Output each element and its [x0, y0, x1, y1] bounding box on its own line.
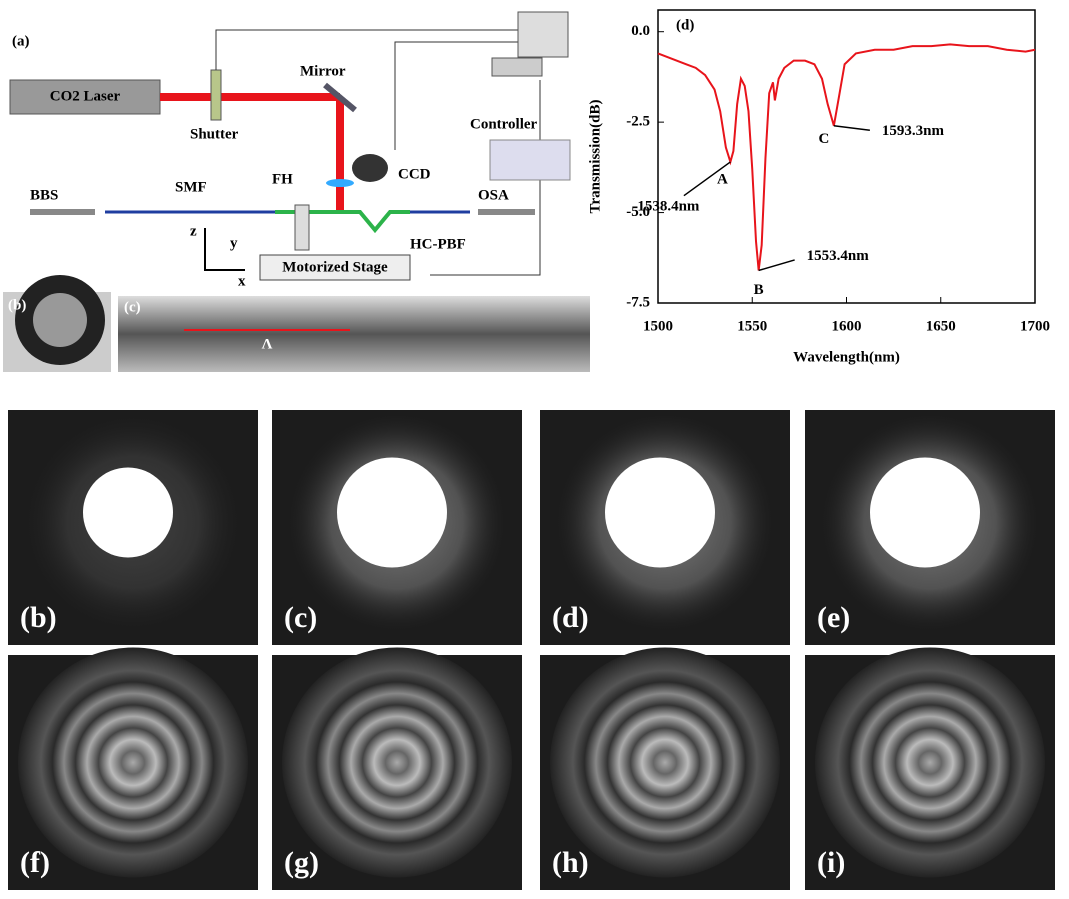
annotation-label: 1538.4nm	[637, 198, 700, 214]
ring-pattern	[815, 647, 1045, 878]
annotation-arrow	[833, 125, 870, 131]
x-tick-label: 1600	[832, 318, 862, 334]
ring-pattern	[550, 647, 780, 878]
x-axis-title: Wavelength(nm)	[793, 349, 900, 365]
annotation-arrow	[758, 259, 795, 272]
panel-label: (c)	[124, 299, 141, 315]
panel-label: (b)	[8, 297, 26, 313]
panel-label: (f)	[20, 846, 50, 879]
ccd-label: CCD	[398, 166, 431, 182]
panel-label: (b)	[20, 601, 57, 634]
stage	[259, 254, 411, 281]
stage-label: Motorized Stage	[282, 259, 388, 275]
ccd	[352, 154, 388, 182]
panel-label: (i)	[817, 846, 845, 879]
pbf-label: HC-PBF	[410, 236, 466, 252]
annotation-label: 1553.4nm	[807, 248, 870, 264]
x-tick-label: 1500	[643, 318, 673, 334]
axis-label: y	[230, 235, 238, 251]
keyboard	[491, 57, 543, 77]
panel-label: (d)	[676, 17, 694, 33]
panel-label: (g)	[284, 846, 319, 879]
analyzer-label: OSA	[478, 187, 509, 203]
axis-label: x	[238, 273, 246, 289]
setup-diagram: (a) CO2 Laser Mirror Shutter Controller …	[9, 11, 571, 289]
y-tick-label: -5.0	[626, 204, 650, 220]
source-label: BBS	[30, 187, 58, 203]
shutter	[210, 69, 222, 121]
mirror-label: Mirror	[300, 63, 346, 79]
inset-b: (b)	[3, 275, 111, 372]
x-tick-label: 1550	[737, 318, 767, 334]
y-axis-title: Transmission(dB)	[587, 100, 603, 214]
holder	[294, 204, 310, 251]
laser-box	[9, 79, 161, 115]
cladding	[33, 293, 87, 347]
panel-label: (d)	[552, 601, 589, 634]
y-tick-label: -2.5	[626, 114, 650, 130]
photo	[118, 296, 590, 372]
point-label: C	[818, 131, 829, 147]
panel-label: (h)	[552, 846, 589, 879]
y-tick-label: 0.0	[631, 23, 650, 39]
x-tick-label: 1700	[1020, 318, 1050, 334]
wire	[215, 29, 520, 70]
fiber-label: SMF	[175, 179, 207, 195]
period-label: Λ	[262, 336, 273, 352]
y-tick-label: -7.5	[626, 294, 650, 310]
wire	[394, 41, 520, 150]
ring-pattern	[18, 647, 248, 878]
x-tick-label: 1650	[926, 318, 956, 334]
panel-label: (e)	[817, 601, 850, 634]
panel-label: (a)	[12, 33, 30, 49]
mode-core	[605, 457, 715, 568]
computer	[517, 11, 569, 58]
shutter-label: Shutter	[190, 126, 239, 142]
annotation-label: 1593.3nm	[882, 123, 945, 139]
mode-core	[870, 457, 980, 568]
annotation-arrow	[683, 161, 731, 197]
lens	[326, 179, 354, 187]
inset-c: (c) Λ	[118, 296, 590, 372]
axis-label: z	[190, 223, 197, 239]
mode-core	[83, 467, 173, 558]
laser-label: CO2 Laser	[50, 88, 121, 104]
controller	[489, 139, 571, 181]
axes-icon	[204, 228, 245, 271]
spectrum-line	[657, 43, 1036, 271]
mode-core	[337, 457, 447, 568]
controller-label: Controller	[470, 116, 538, 132]
point-label: A	[717, 171, 728, 187]
fiber	[275, 210, 410, 234]
ring-pattern	[282, 647, 512, 878]
holder-label: FH	[272, 171, 293, 187]
panel-label: (c)	[284, 601, 317, 634]
point-label: B	[754, 282, 764, 298]
mirror	[323, 82, 357, 113]
